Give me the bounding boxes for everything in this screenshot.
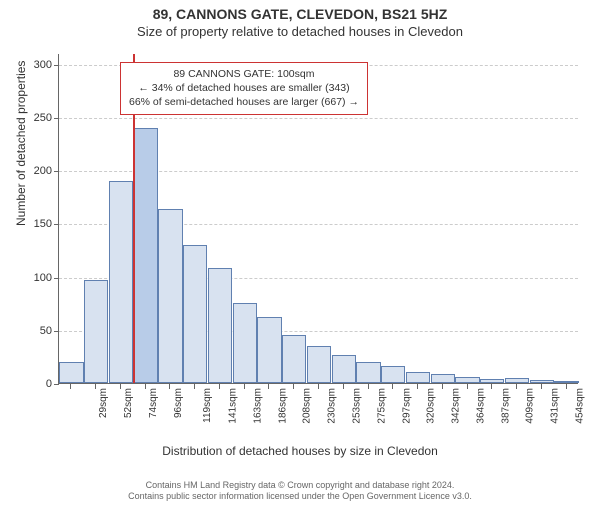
- chart-title-main: 89, CANNONS GATE, CLEVEDON, BS21 5HZ: [0, 6, 600, 22]
- histogram-bar: [505, 378, 529, 383]
- chart-title-sub: Size of property relative to detached ho…: [0, 24, 600, 39]
- info-line-1: 89 CANNONS GATE: 100sqm: [129, 67, 359, 81]
- x-tick-label: 141sqm: [228, 388, 239, 424]
- x-tick-mark: [491, 384, 492, 389]
- histogram-bar: [431, 374, 455, 383]
- x-tick-label: 454sqm: [574, 388, 585, 424]
- y-tick-label: 50: [40, 325, 52, 337]
- x-tick-mark: [343, 384, 344, 389]
- y-axis-label: Number of detached properties: [14, 61, 28, 226]
- x-tick-mark: [318, 384, 319, 389]
- x-tick-mark: [516, 384, 517, 389]
- y-tick-label: 0: [46, 378, 52, 390]
- y-tick-mark: [54, 118, 59, 119]
- x-tick-label: 275sqm: [376, 388, 387, 424]
- y-tick-label: 200: [34, 165, 52, 177]
- x-tick-mark: [169, 384, 170, 389]
- y-tick-mark: [54, 65, 59, 66]
- x-tick-mark: [194, 384, 195, 389]
- x-tick-label: 253sqm: [352, 388, 363, 424]
- x-tick-mark: [244, 384, 245, 389]
- histogram-bar: [59, 362, 83, 383]
- histogram-bar: [208, 268, 232, 383]
- x-tick-label: 119sqm: [202, 388, 213, 423]
- x-tick-label: 320sqm: [426, 388, 437, 424]
- footer-attribution: Contains HM Land Registry data © Crown c…: [0, 480, 600, 503]
- x-tick-mark: [417, 384, 418, 389]
- histogram-bar: [307, 346, 331, 383]
- x-tick-mark: [268, 384, 269, 389]
- info-callout-box: 89 CANNONS GATE: 100sqm ← 34% of detache…: [120, 62, 368, 115]
- histogram-bar: [183, 245, 207, 383]
- x-tick-label: 409sqm: [525, 388, 536, 424]
- x-tick-label: 364sqm: [475, 388, 486, 424]
- x-tick-mark: [368, 384, 369, 389]
- histogram-bar: [406, 372, 430, 383]
- histogram-bar: [233, 303, 257, 383]
- x-tick-mark: [541, 384, 542, 389]
- x-tick-mark: [120, 384, 121, 389]
- histogram-bar: [84, 280, 108, 383]
- x-tick-label: 387sqm: [500, 388, 511, 424]
- x-tick-mark: [442, 384, 443, 389]
- x-tick-label: 297sqm: [401, 388, 412, 424]
- y-tick-mark: [54, 171, 59, 172]
- y-tick-label: 250: [34, 112, 52, 124]
- histogram-bar: [282, 335, 306, 383]
- info-line-3: 66% of semi-detached houses are larger (…: [129, 95, 359, 109]
- x-tick-label: 431sqm: [550, 388, 561, 424]
- x-tick-mark: [293, 384, 294, 389]
- histogram-bar: [158, 209, 182, 383]
- histogram-bar: [257, 317, 281, 383]
- x-tick-mark: [566, 384, 567, 389]
- x-tick-label: 74sqm: [148, 388, 159, 418]
- x-tick-label: 52sqm: [123, 388, 134, 418]
- histogram-bar: [455, 377, 479, 383]
- info-line-2: ← 34% of detached houses are smaller (34…: [129, 81, 359, 95]
- y-tick-label: 300: [34, 59, 52, 71]
- x-tick-mark: [392, 384, 393, 389]
- y-tick-mark: [54, 278, 59, 279]
- x-tick-label: 96sqm: [173, 388, 184, 418]
- y-tick-label: 100: [34, 272, 52, 284]
- histogram-bar: [109, 181, 133, 383]
- x-tick-label: 29sqm: [98, 388, 109, 418]
- x-tick-label: 230sqm: [327, 388, 338, 424]
- y-tick-mark: [54, 224, 59, 225]
- histogram-bar: [381, 366, 405, 383]
- y-tick-mark: [54, 384, 59, 385]
- x-tick-mark: [70, 384, 71, 389]
- grid-line: [59, 118, 578, 119]
- x-tick-mark: [219, 384, 220, 389]
- histogram-bar: [134, 128, 158, 383]
- x-tick-mark: [145, 384, 146, 389]
- x-axis-label: Distribution of detached houses by size …: [0, 444, 600, 458]
- x-tick-mark: [95, 384, 96, 389]
- histogram-bar: [530, 380, 554, 383]
- y-tick-label: 150: [34, 218, 52, 230]
- x-tick-mark: [467, 384, 468, 389]
- histogram-bar: [480, 379, 504, 383]
- histogram-bar: [356, 362, 380, 383]
- x-tick-label: 163sqm: [253, 388, 264, 424]
- x-tick-label: 342sqm: [451, 388, 462, 424]
- footer-line-1: Contains HM Land Registry data © Crown c…: [0, 480, 600, 491]
- x-tick-label: 208sqm: [302, 388, 313, 424]
- x-tick-label: 186sqm: [277, 388, 288, 424]
- footer-line-2: Contains public sector information licen…: [0, 491, 600, 502]
- y-tick-mark: [54, 331, 59, 332]
- histogram-bar: [554, 381, 578, 383]
- histogram-bar: [332, 355, 356, 383]
